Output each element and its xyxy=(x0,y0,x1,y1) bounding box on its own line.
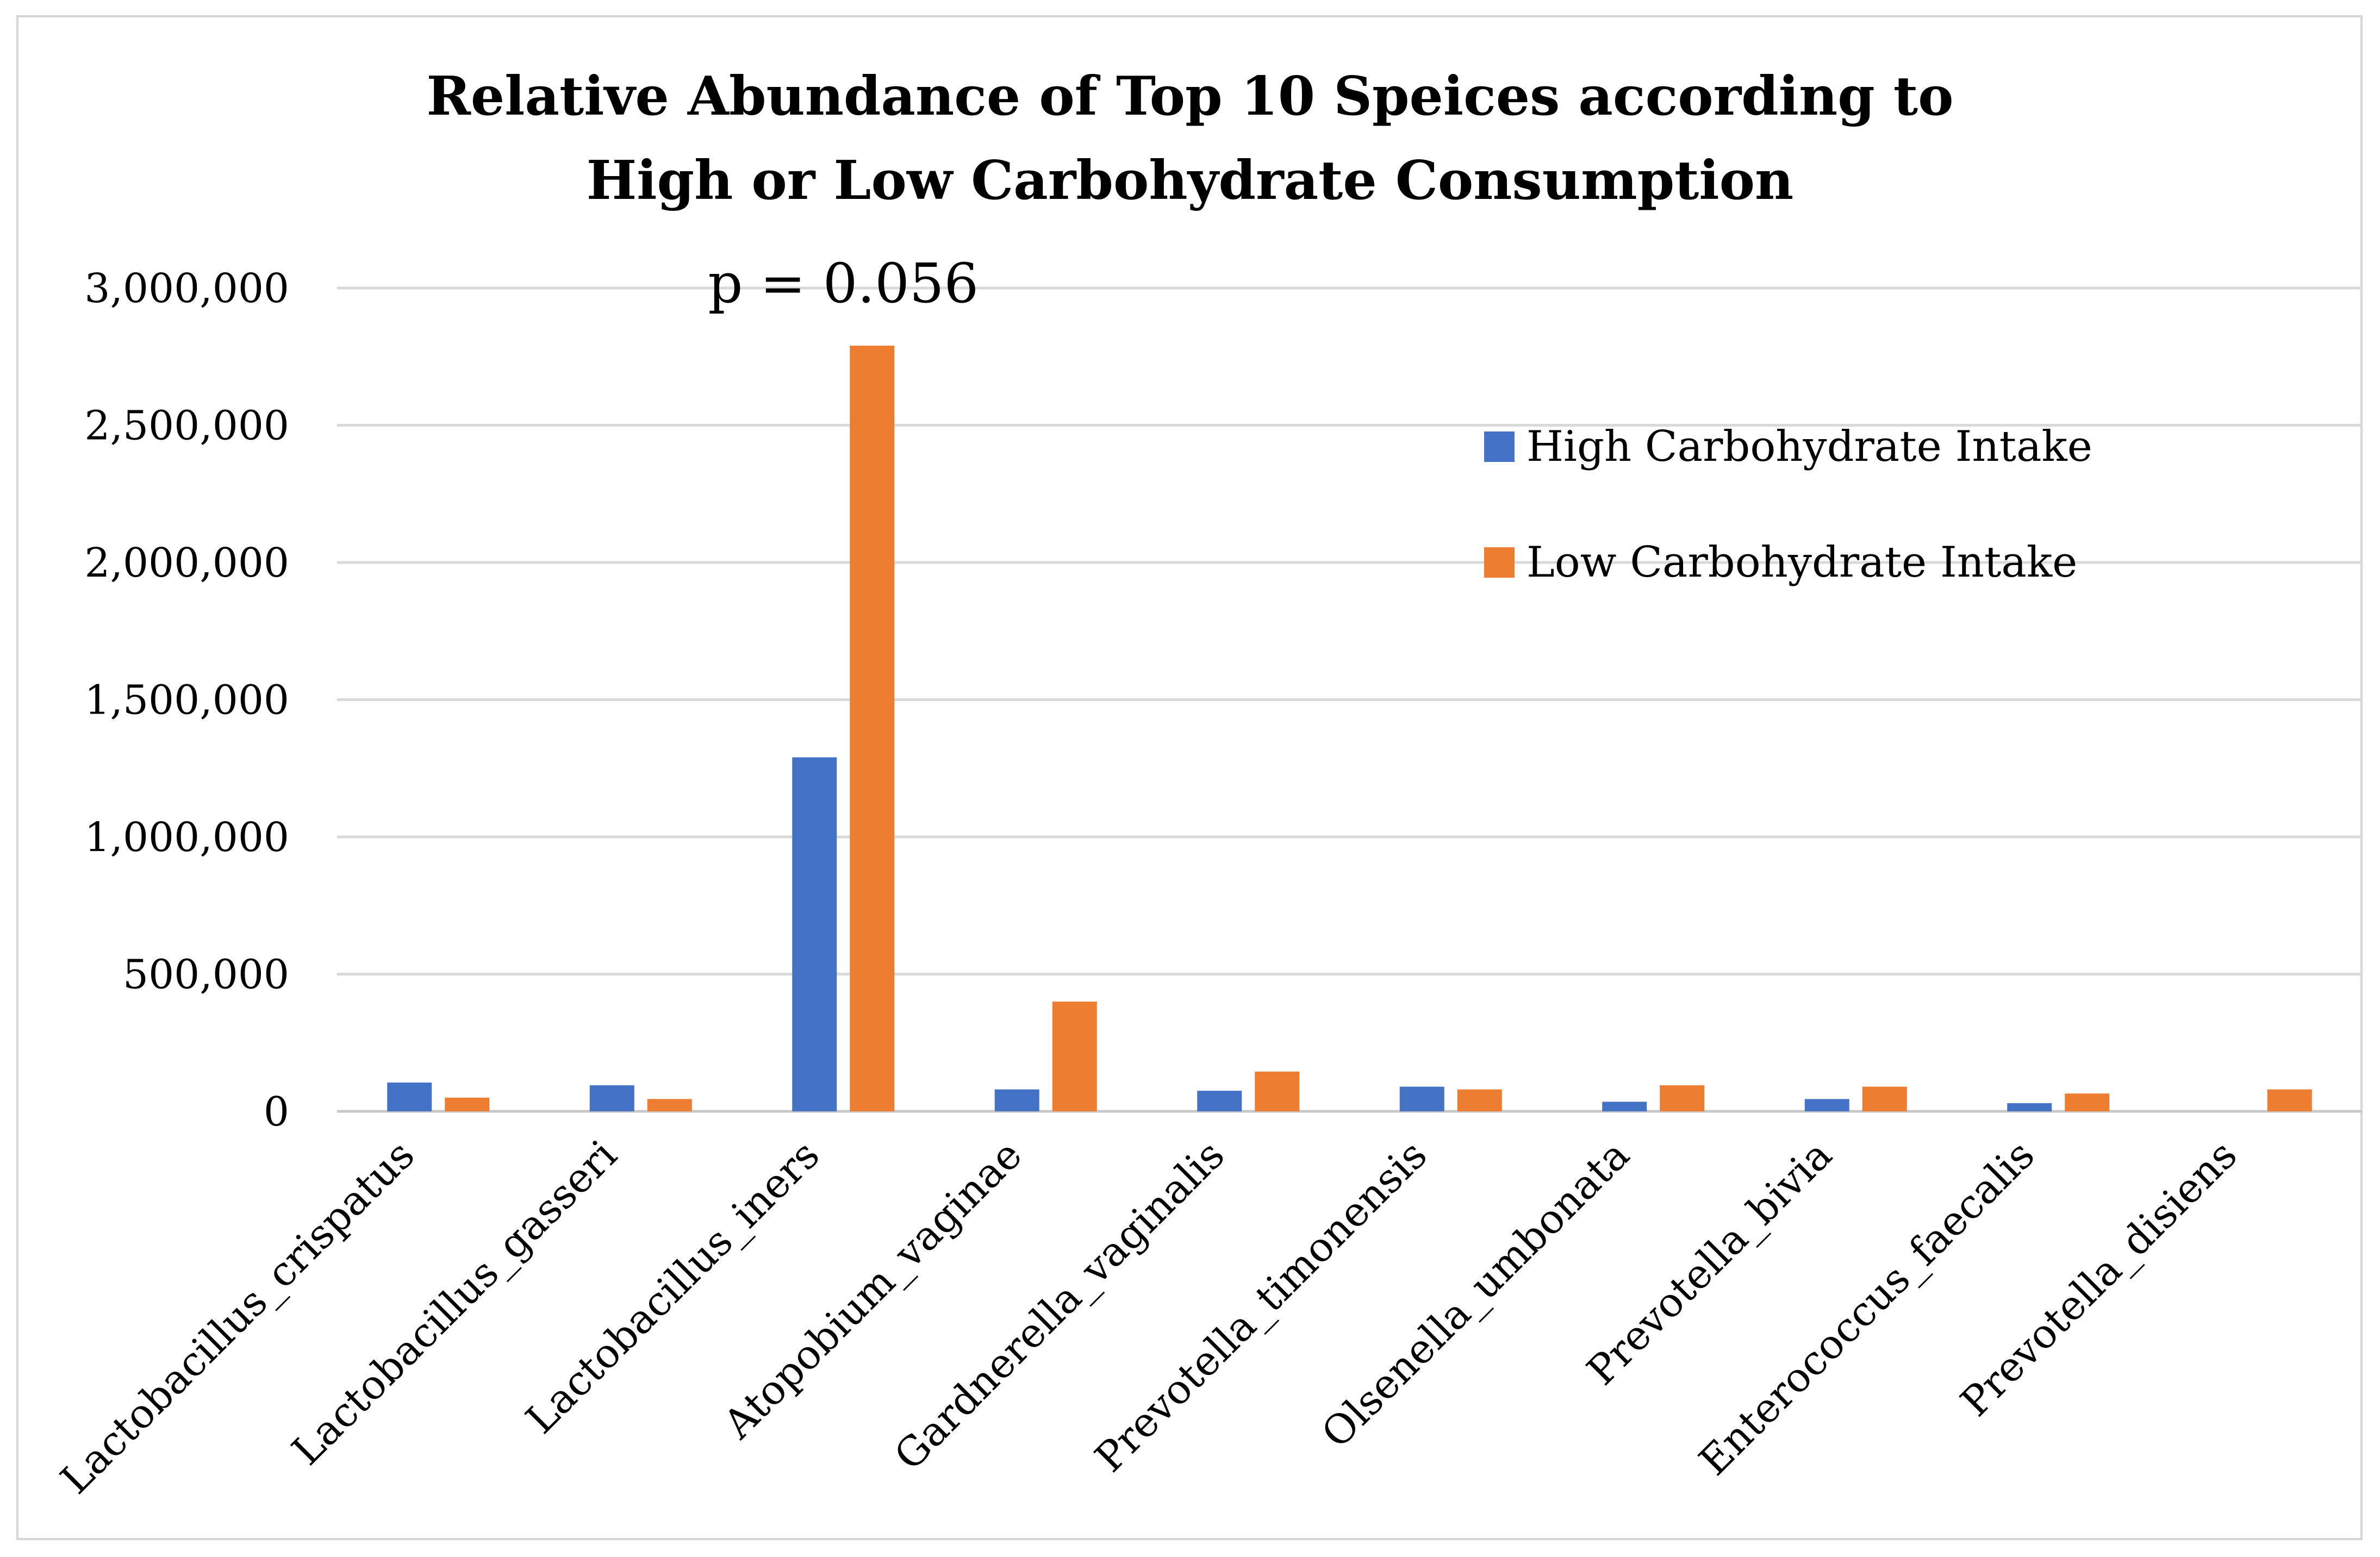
y-tick-label: 1,000,000 xyxy=(84,814,289,861)
y-tick-label: 3,000,000 xyxy=(84,265,289,312)
bar-high-atopobium-vaginae xyxy=(994,1089,1039,1111)
x-category-label: Prevotella_timonensis xyxy=(1086,1131,1436,1481)
bar-low-lactobacillus-gasseri xyxy=(647,1099,692,1111)
bar-high-gardnerella-vaginalis xyxy=(1197,1091,1242,1111)
x-category-label: Enterococcus_faecalis xyxy=(1690,1131,2043,1485)
bar-high-prevotella-bivia xyxy=(1804,1099,1849,1111)
bar-high-lactobacillus-iners xyxy=(792,757,837,1111)
bar-high-olsenella-umbonata xyxy=(1602,1102,1647,1111)
bar-low-prevotella-timonensis xyxy=(1457,1089,1502,1111)
legend-swatch-low xyxy=(1484,547,1515,578)
chart-frame xyxy=(16,15,2363,1540)
x-category-label: Gardnerella_vaginalis xyxy=(886,1131,1233,1479)
chart-title-line-2: High or Low Carbohydrate Consumption xyxy=(586,149,1794,212)
y-tick-label: 500,000 xyxy=(123,952,289,998)
legend-label-high: High Carbohydrate Intake xyxy=(1527,422,2092,471)
y-tick-label: 2,000,000 xyxy=(84,540,289,586)
bar-low-olsenella-umbonata xyxy=(1660,1085,1705,1111)
p-value-annotation: p = 0.056 xyxy=(708,252,979,315)
bar-high-lactobacillus-crispatus xyxy=(387,1082,432,1111)
bar-low-gardnerella-vaginalis xyxy=(1255,1071,1300,1111)
bar-low-lactobacillus-crispatus xyxy=(445,1097,490,1111)
legend-label-low: Low Carbohydrate Intake xyxy=(1527,538,2077,587)
y-tick-label: 1,500,000 xyxy=(84,677,289,724)
y-axis-ticks: 0 500,000 1,000,000 1,500,000 2,000,000 2,500… xyxy=(84,265,289,1135)
y-tick-label: 0 xyxy=(264,1089,289,1135)
y-tick-label: 2,500,000 xyxy=(84,403,289,449)
x-category-label: Lactobacillus_crispatus xyxy=(52,1131,423,1503)
bar-low-enterococcus-faecalis xyxy=(2065,1093,2110,1111)
gridlines xyxy=(337,286,2362,1113)
x-axis-category-labels: Lactobacillus_crispatusLactobacillus_gas… xyxy=(52,1131,2246,1503)
bars xyxy=(387,346,2312,1111)
legend: High Carbohydrate Intake Low Carbohydrate… xyxy=(1484,422,2092,587)
chart-title-line-1: Relative Abundance of Top 10 Speices acc… xyxy=(426,65,1954,128)
bar-low-lactobacillus-iners xyxy=(850,346,895,1111)
bar-high-lactobacillus-gasseri xyxy=(589,1085,634,1111)
annotations: p = 0.056 xyxy=(708,252,979,315)
bar-low-prevotella-bivia xyxy=(1862,1086,1907,1111)
bar-low-atopobium-vaginae xyxy=(1052,1002,1097,1111)
legend-swatch-high xyxy=(1484,432,1515,462)
chart-title: Relative Abundance of Top 10 Speices acc… xyxy=(0,54,2380,223)
bar-high-prevotella-timonensis xyxy=(1399,1086,1444,1111)
bar-high-enterococcus-faecalis xyxy=(2007,1103,2052,1111)
bar-low-prevotella-disiens xyxy=(2267,1089,2312,1111)
x-category-label: Lactobacillus_gasseri xyxy=(283,1131,626,1474)
